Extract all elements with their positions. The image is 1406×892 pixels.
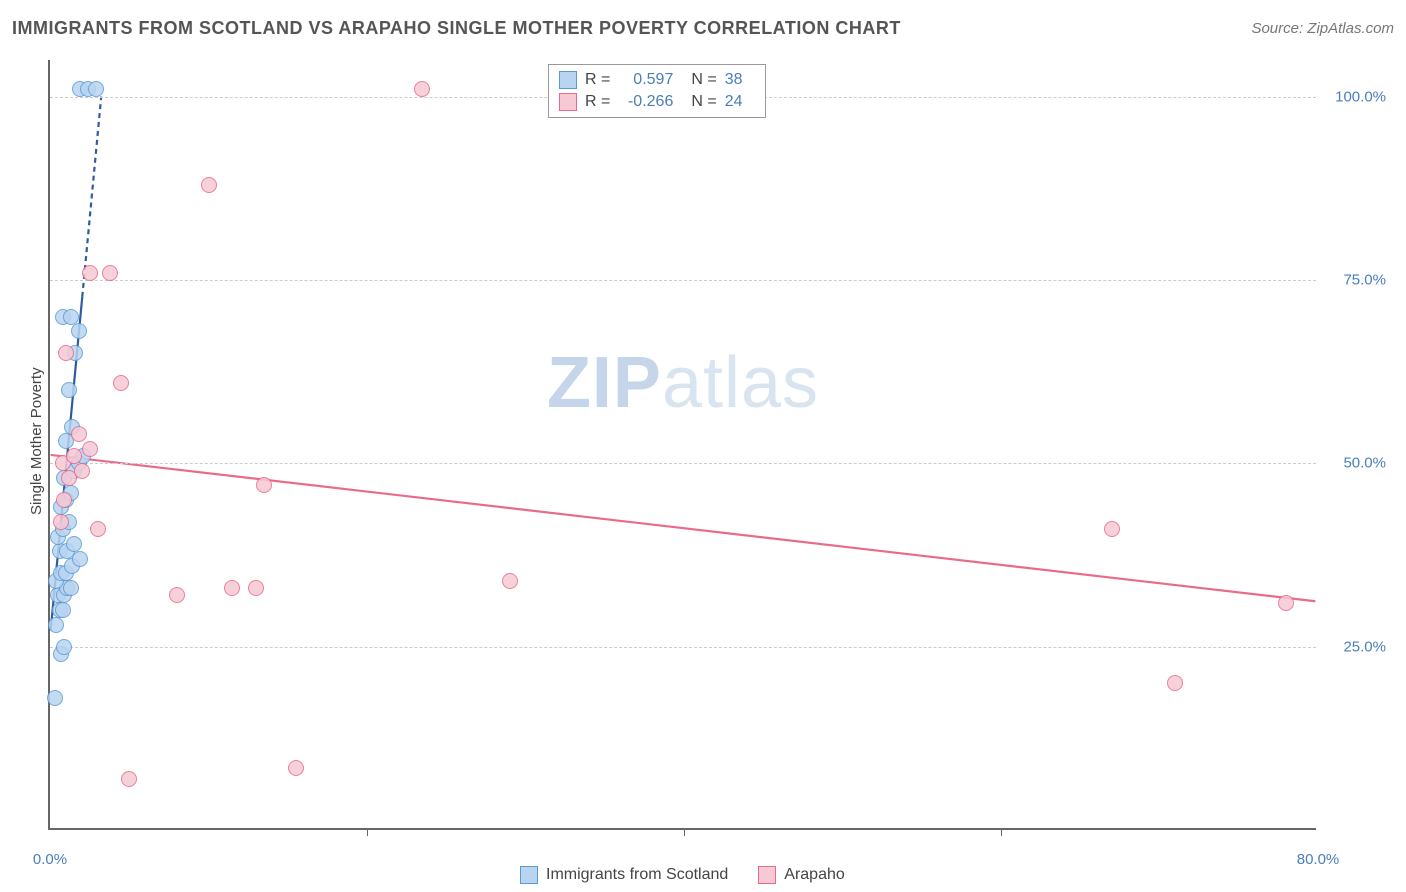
legend-correlation-box: R = 0.597 N = 38 R = -0.266 N = 24 (548, 64, 766, 118)
gridline-h (50, 280, 1316, 281)
legend-series-label: Immigrants from Scotland (546, 866, 728, 884)
legend-n-value: 38 (725, 69, 755, 91)
data-point-scotland (47, 690, 63, 706)
legend-n-label: N = (691, 69, 716, 91)
data-point-arapaho (1278, 595, 1294, 611)
data-point-arapaho (90, 521, 106, 537)
x-tick (684, 828, 685, 836)
plot-area: ZIPatlas 25.0%50.0%75.0%100.0%0.0%80.0% (48, 60, 1316, 830)
x-tick (1001, 828, 1002, 836)
data-point-arapaho (248, 580, 264, 596)
data-point-arapaho (502, 573, 518, 589)
data-point-arapaho (53, 514, 69, 530)
watermark-bold: ZIP (547, 343, 662, 423)
data-point-scotland (66, 536, 82, 552)
legend-swatch (559, 71, 577, 89)
data-point-scotland (55, 602, 71, 618)
data-point-scotland (48, 617, 64, 633)
data-point-arapaho (71, 426, 87, 442)
data-point-arapaho (201, 177, 217, 193)
legend-series-item: Immigrants from Scotland (520, 866, 728, 884)
legend-n-label: N = (691, 91, 716, 113)
data-point-arapaho (288, 760, 304, 776)
data-point-arapaho (56, 492, 72, 508)
data-point-arapaho (1104, 521, 1120, 537)
legend-r-value: 0.597 (618, 69, 673, 91)
gridline-h (50, 647, 1316, 648)
gridline-h (50, 463, 1316, 464)
legend-swatch (559, 93, 577, 111)
trend-line (51, 455, 1316, 601)
x-tick-label: 80.0% (1297, 851, 1340, 868)
legend-swatch (520, 866, 538, 884)
legend-series-label: Arapaho (784, 866, 845, 884)
watermark-rest: atlas (662, 343, 819, 423)
y-tick-label: 25.0% (1326, 638, 1386, 655)
legend-r-value: -0.266 (618, 91, 673, 113)
legend-series-item: Arapaho (758, 866, 845, 884)
data-point-arapaho (414, 81, 430, 97)
source-attribution: Source: ZipAtlas.com (1251, 20, 1394, 37)
data-point-arapaho (66, 448, 82, 464)
data-point-arapaho (74, 463, 90, 479)
legend-r-label: R = (585, 91, 610, 113)
y-axis-label: Single Mother Poverty (28, 367, 45, 515)
data-point-arapaho (58, 345, 74, 361)
legend-series: Immigrants from Scotland Arapaho (520, 866, 845, 884)
trend-lines-layer (50, 60, 1316, 828)
data-point-arapaho (82, 265, 98, 281)
x-tick-label: 0.0% (33, 851, 67, 868)
data-point-arapaho (113, 375, 129, 391)
watermark: ZIPatlas (547, 342, 819, 424)
legend-correlation-row: R = -0.266 N = 24 (559, 91, 755, 113)
data-point-arapaho (1167, 675, 1183, 691)
title-bar: IMMIGRANTS FROM SCOTLAND VS ARAPAHO SING… (12, 18, 1394, 39)
data-point-arapaho (102, 265, 118, 281)
y-tick-label: 75.0% (1326, 272, 1386, 289)
data-point-scotland (61, 382, 77, 398)
legend-swatch (758, 866, 776, 884)
y-tick-label: 100.0% (1326, 88, 1386, 105)
legend-n-value: 24 (725, 91, 755, 113)
data-point-scotland (56, 639, 72, 655)
x-tick (367, 828, 368, 836)
chart-title: IMMIGRANTS FROM SCOTLAND VS ARAPAHO SING… (12, 18, 901, 39)
data-point-arapaho (224, 580, 240, 596)
data-point-arapaho (169, 587, 185, 603)
data-point-scotland (63, 309, 79, 325)
data-point-arapaho (256, 477, 272, 493)
data-point-scotland (71, 323, 87, 339)
data-point-scotland (63, 580, 79, 596)
data-point-scotland (88, 81, 104, 97)
data-point-arapaho (82, 441, 98, 457)
y-tick-label: 50.0% (1326, 455, 1386, 472)
data-point-arapaho (121, 771, 137, 787)
legend-correlation-row: R = 0.597 N = 38 (559, 69, 755, 91)
legend-r-label: R = (585, 69, 610, 91)
